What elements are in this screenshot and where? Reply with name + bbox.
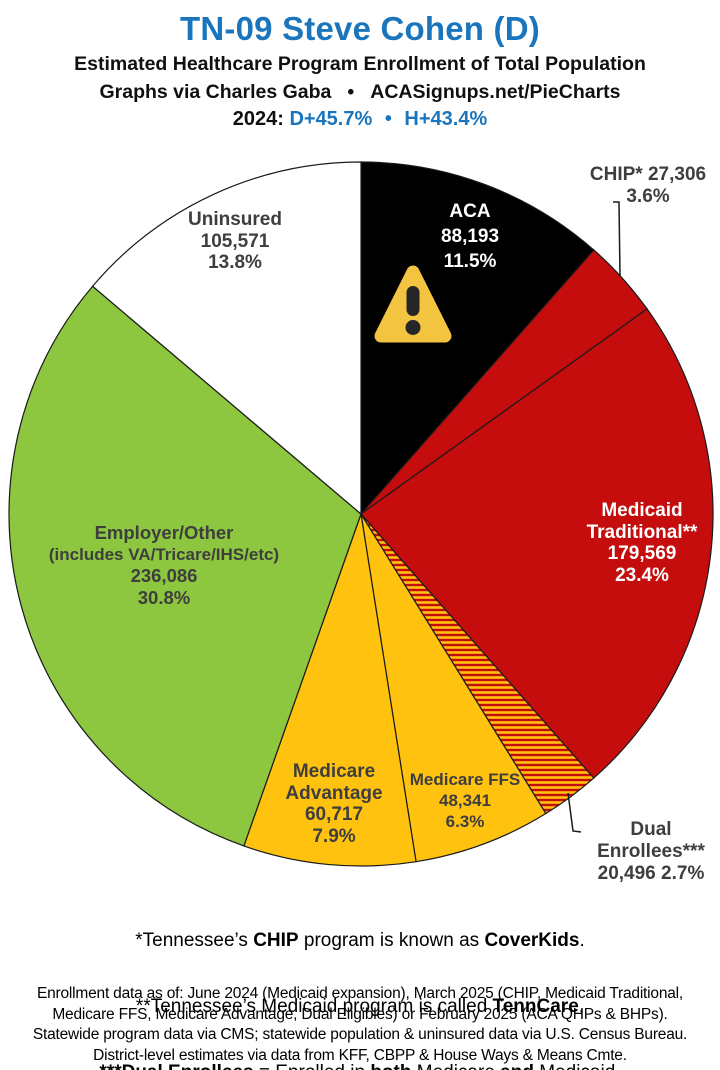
- slice-pct: 2.7%: [661, 863, 705, 884]
- slice-pct: 23.4%: [615, 564, 669, 586]
- bullet-separator: •: [384, 108, 392, 130]
- slice-label-medicare-ffs: Medicare FFS 48,341 6.3%: [405, 769, 525, 832]
- slice-name: CHIP*: [589, 164, 643, 185]
- data-source-block: Enrollment data as of: June 2024 (Medica…: [0, 984, 720, 1066]
- slice-label-chip: CHIP* 27,306 3.6%: [583, 164, 713, 208]
- dual-leader-line: [567, 792, 582, 833]
- subtitle: Estimated Healthcare Program Enrollment …: [74, 53, 646, 75]
- partisan-h-lean: H+43.4%: [404, 108, 488, 130]
- slice-name: Medicare FFS: [409, 770, 521, 789]
- source-line: Medicare FFS, Medicare Advantage, Dual E…: [52, 1005, 668, 1023]
- header: TN-09 Steve Cohen (D) Estimated Healthca…: [0, 0, 720, 131]
- slice-label-dual-enrollees: Dual Enrollees*** 20,496 2.7%: [577, 819, 720, 885]
- slice-label-employer-other: Employer/Other (includes VA/Tricare/IHS/…: [24, 522, 304, 608]
- credit-line: Graphs via Charles Gaba • ACASignups.net/P…: [0, 81, 720, 104]
- slice-pct: 13.8%: [208, 252, 262, 273]
- source-line: Enrollment data as of: June 2024 (Medica…: [36, 985, 684, 1002]
- footnote-dual: ***Dual Enrollees = Enrolled in both Med…: [0, 1062, 720, 1070]
- partisan-year: 2024:: [232, 108, 284, 130]
- slice-pct: 3.6%: [626, 186, 670, 207]
- pie-slice-medicare-ffs: [360, 513, 547, 863]
- chip-leader-line: [613, 201, 621, 277]
- slice-label-aca: ACA 88,193 11.5%: [410, 199, 530, 274]
- slice-label-medicare-advantage: Medicare Advantage 60,717 7.9%: [274, 761, 394, 847]
- slice-pct: 30.8%: [137, 586, 191, 608]
- slice-label-uninsured: Uninsured 105,571 13.8%: [175, 209, 295, 274]
- slice-name: Employer/Other: [94, 522, 234, 543]
- pie-slice-medicare-advantage: [243, 513, 417, 867]
- warning-triangle-icon: [374, 265, 452, 343]
- slice-value: 20,496: [597, 863, 656, 884]
- slice-value: 48,341: [439, 791, 491, 810]
- footnote-medicaid: **Tennessee’s Medicaid program is called…: [135, 996, 585, 1017]
- slice-value: 179,569: [607, 543, 677, 564]
- pie-chart: [8, 161, 714, 867]
- pie-slice-employer-other: [8, 285, 362, 847]
- slice-value: 60,717: [304, 804, 364, 825]
- slice-name: Dual Enrollees***: [597, 819, 705, 862]
- slice-name: Medicare Advantage: [285, 761, 383, 804]
- partisan-d-lean: D+45.7%: [289, 108, 373, 130]
- footnote-chip: *Tennessee’s CHIP program is known as Co…: [135, 930, 585, 951]
- slice-name: Medicaid Traditional**: [586, 500, 698, 543]
- credit-site: ACASignups.net/PieCharts: [370, 81, 621, 103]
- slice-value: 105,571: [200, 230, 270, 252]
- bullet-separator: •: [347, 81, 355, 103]
- pie-slice-uninsured: [91, 161, 362, 516]
- slice-value: 88,193: [440, 226, 500, 247]
- slice-label-medicaid-traditional: Medicaid Traditional** 179,569 23.4%: [574, 500, 710, 586]
- slice-subname: (includes VA/Tricare/IHS/etc): [48, 544, 280, 564]
- slice-name: ACA: [449, 201, 491, 222]
- slice-value: 27,306: [647, 164, 707, 185]
- slice-pct: 6.3%: [445, 812, 485, 831]
- slice-pct: 11.5%: [443, 251, 497, 272]
- source-line: District-level estimates via data from K…: [93, 1046, 627, 1064]
- pie-slice-medicaid-traditional: [360, 308, 714, 779]
- page-title: TN-09 Steve Cohen (D): [180, 10, 540, 47]
- footnotes: *Tennessee’s CHIP program is known as Co…: [0, 886, 720, 1070]
- pie-slice-aca: [360, 161, 595, 516]
- slice-name: Uninsured: [188, 209, 282, 230]
- partisan-lean-line: 2024: D+45.7% • H+43.4%: [0, 108, 720, 131]
- slice-pct: 7.9%: [312, 825, 356, 847]
- credit-author: Graphs via Charles Gaba: [99, 81, 332, 103]
- slice-value: 236,086: [130, 565, 198, 586]
- source-line: Statewide program data via CMS; statewid…: [32, 1026, 688, 1043]
